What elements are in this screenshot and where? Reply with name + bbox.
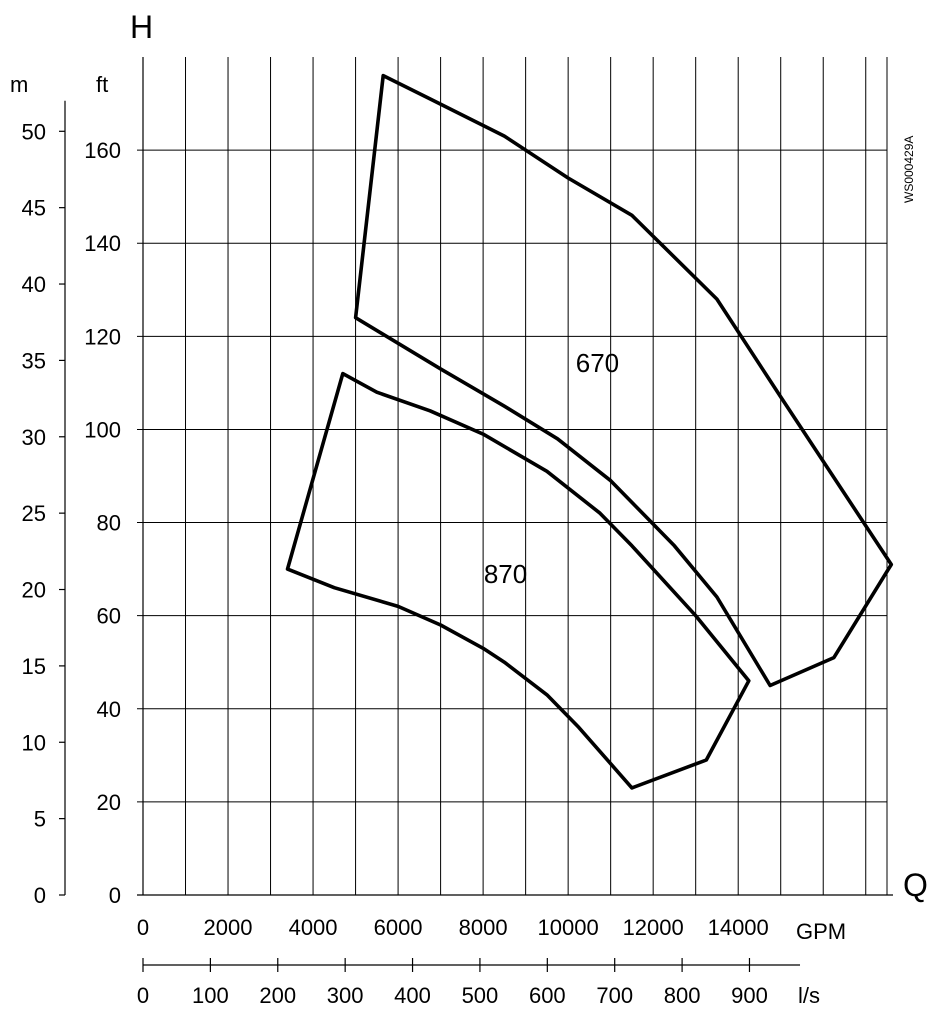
- plot-grid: [137, 57, 888, 895]
- y-axis-letter: H: [130, 9, 153, 45]
- m-tick-label: 10: [22, 730, 46, 755]
- ft-tick-label: 40: [97, 697, 121, 722]
- m-tick-label: 5: [34, 807, 46, 832]
- series-outline-670: [353, 73, 894, 688]
- ft-tick-label: 60: [97, 604, 121, 629]
- m-tick-label: 30: [22, 425, 46, 450]
- m-tick-label: 25: [22, 501, 46, 526]
- ls-tick-label: 700: [596, 983, 633, 1008]
- series-group: 670 870: [285, 73, 894, 790]
- m-tick-label: 50: [22, 119, 46, 144]
- gpm-tick-label: 14000: [708, 915, 769, 940]
- m-tick-label: 40: [22, 272, 46, 297]
- x-gpm-unit-label: GPM: [796, 919, 846, 944]
- ls-tick-label: 500: [462, 983, 499, 1008]
- y-m-unit-label: m: [10, 72, 28, 97]
- m-tick-label: 15: [22, 654, 46, 679]
- series-label-670: 670: [576, 348, 619, 378]
- gpm-tick-label: 6000: [374, 915, 423, 940]
- ft-tick-label: 120: [84, 324, 121, 349]
- ft-tick-label: 100: [84, 417, 121, 442]
- ls-tick-label: 200: [259, 983, 296, 1008]
- gpm-tick-label: 12000: [623, 915, 684, 940]
- gpm-tick-label: 8000: [459, 915, 508, 940]
- series-label-870: 870: [484, 559, 527, 589]
- m-tick-label: 0: [34, 883, 46, 908]
- ft-tick-label: 160: [84, 138, 121, 163]
- m-tick-label: 20: [22, 578, 46, 603]
- gpm-tick-label: 4000: [289, 915, 338, 940]
- ls-tick-label: 800: [664, 983, 701, 1008]
- ls-tick-label: 600: [529, 983, 566, 1008]
- x-ls-unit-label: l/s: [798, 983, 820, 1008]
- m-tick-label: 45: [22, 196, 46, 221]
- axes: [59, 57, 893, 972]
- y-ft-unit-label: ft: [96, 72, 108, 97]
- gpm-tick-label: 0: [137, 915, 149, 940]
- ft-tick-label: 20: [97, 790, 121, 815]
- ft-tick-label: 0: [109, 883, 121, 908]
- ft-tick-label: 80: [97, 511, 121, 536]
- x-axis-letter: Q: [903, 867, 928, 903]
- ls-tick-label: 300: [327, 983, 364, 1008]
- ls-tick-label: 0: [137, 983, 149, 1008]
- series-outline-870: [285, 371, 751, 790]
- document-code: WS000429A: [902, 136, 916, 203]
- ls-tick-label: 400: [394, 983, 431, 1008]
- ls-tick-label: 900: [731, 983, 768, 1008]
- ft-tick-label: 140: [84, 231, 121, 256]
- ls-tick-label: 100: [192, 983, 229, 1008]
- m-tick-label: 35: [22, 348, 46, 373]
- gpm-tick-label: 10000: [538, 915, 599, 940]
- gpm-tick-label: 2000: [204, 915, 253, 940]
